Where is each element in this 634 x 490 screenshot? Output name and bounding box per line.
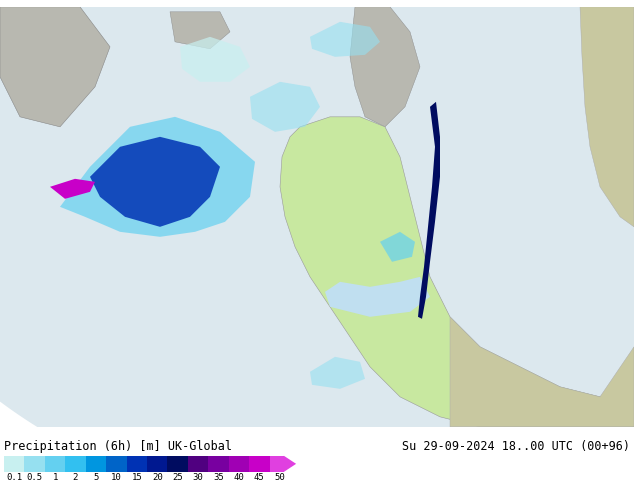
- Text: 2: 2: [73, 473, 78, 482]
- Bar: [127, 456, 147, 472]
- Polygon shape: [418, 102, 440, 319]
- Text: 30: 30: [193, 473, 204, 482]
- Polygon shape: [50, 179, 95, 199]
- Bar: [188, 456, 209, 472]
- Bar: [147, 456, 167, 472]
- Polygon shape: [350, 7, 420, 127]
- Bar: [167, 456, 188, 472]
- Polygon shape: [0, 7, 634, 490]
- Text: 0.1: 0.1: [6, 473, 22, 482]
- Bar: [269, 456, 284, 472]
- Text: 15: 15: [131, 473, 142, 482]
- Bar: [45, 456, 65, 472]
- Polygon shape: [310, 357, 365, 389]
- Polygon shape: [380, 232, 415, 262]
- Polygon shape: [580, 7, 634, 227]
- Bar: [4, 456, 25, 472]
- Text: Su 29-09-2024 18..00 UTC (00+96): Su 29-09-2024 18..00 UTC (00+96): [402, 440, 630, 453]
- Polygon shape: [325, 277, 430, 317]
- Text: 20: 20: [152, 473, 162, 482]
- Bar: [229, 456, 249, 472]
- Bar: [65, 456, 86, 472]
- Text: 45: 45: [254, 473, 265, 482]
- Bar: [249, 456, 269, 472]
- Text: 35: 35: [213, 473, 224, 482]
- Polygon shape: [310, 22, 380, 57]
- Text: 40: 40: [233, 473, 244, 482]
- Bar: [209, 456, 229, 472]
- Text: 25: 25: [172, 473, 183, 482]
- Polygon shape: [60, 117, 255, 237]
- Polygon shape: [450, 317, 634, 427]
- Text: 50: 50: [275, 473, 285, 482]
- Polygon shape: [180, 37, 250, 82]
- Bar: [25, 456, 45, 472]
- Text: 0.5: 0.5: [27, 473, 42, 482]
- Text: Precipitation (6h) [m] UK-Global: Precipitation (6h) [m] UK-Global: [4, 440, 232, 453]
- Polygon shape: [0, 7, 110, 127]
- Polygon shape: [284, 456, 296, 472]
- Polygon shape: [280, 117, 634, 427]
- Polygon shape: [90, 137, 220, 227]
- Polygon shape: [250, 82, 320, 132]
- Bar: [106, 456, 127, 472]
- Bar: [86, 456, 106, 472]
- Text: 5: 5: [93, 473, 99, 482]
- Polygon shape: [170, 12, 230, 49]
- Text: 10: 10: [111, 473, 122, 482]
- Text: 1: 1: [53, 473, 58, 482]
